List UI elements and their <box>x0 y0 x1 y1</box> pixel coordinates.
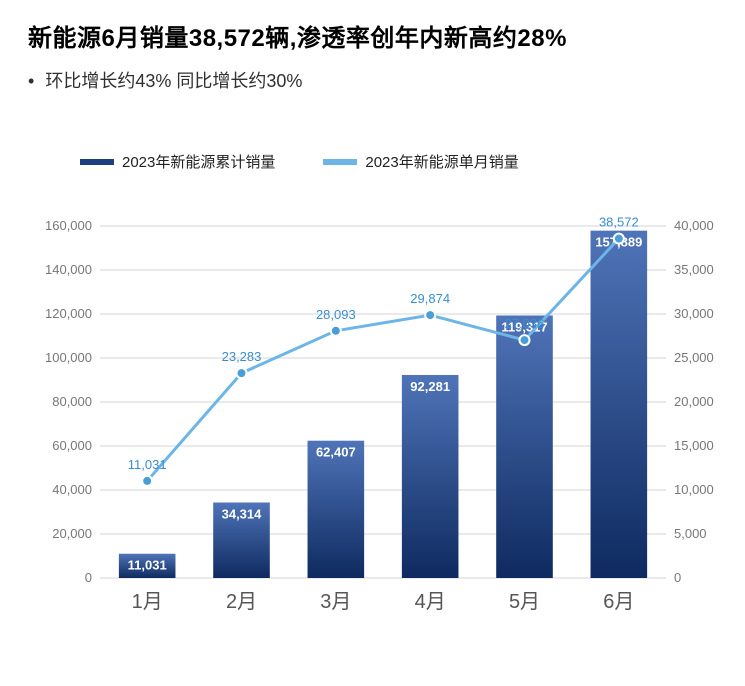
bar <box>496 316 553 578</box>
line-label: 27,036 <box>505 316 545 331</box>
subtitle-row: • 环比增长约43% 同比增长约30% <box>28 67 717 93</box>
chart-svg: 0 20,000 40,000 60,000 80,000 100,000 120,000 1… <box>28 196 728 626</box>
line-dot <box>331 326 341 336</box>
y-left-tick: 60,000 <box>52 438 92 453</box>
y-right-tick: 0 <box>674 570 681 585</box>
line-dot <box>237 368 247 378</box>
bar <box>591 231 648 578</box>
line-dot <box>425 310 435 320</box>
line-label: 11,031 <box>128 457 167 472</box>
legend-label-monthly: 2023年新能源单月销量 <box>365 151 518 172</box>
legend-label-cumulative: 2023年新能源累计销量 <box>122 151 275 172</box>
y-right-tick: 25,000 <box>674 350 714 365</box>
x-tick: 6月 <box>603 591 634 613</box>
y-left-tick: 0 <box>85 570 92 585</box>
y-right-tick: 5,000 <box>674 526 707 541</box>
subtitle-text: 环比增长约43% 同比增长约30% <box>45 71 302 91</box>
y-left-tick: 120,000 <box>45 306 92 321</box>
y-left-tick: 40,000 <box>52 482 92 497</box>
y-right-tick: 15,000 <box>674 438 714 453</box>
bar-label: 92,281 <box>410 379 450 394</box>
y-left-tick: 160,000 <box>45 218 92 233</box>
bar <box>308 441 365 578</box>
y-right-tick: 40,000 <box>674 218 714 233</box>
page-title: 新能源6月销量38,572辆,渗透率创年内新高约28% <box>28 18 717 53</box>
bar-label: 62,407 <box>316 445 356 460</box>
bar-label: 34,314 <box>222 507 263 522</box>
legend: 2023年新能源累计销量 2023年新能源单月销量 <box>80 151 717 172</box>
chart: 0 20,000 40,000 60,000 80,000 100,000 120,000 1… <box>28 196 717 626</box>
line-dot <box>520 335 530 345</box>
legend-item-cumulative: 2023年新能源累计销量 <box>80 151 275 172</box>
line-label: 28,093 <box>316 307 356 322</box>
bar <box>402 375 459 578</box>
legend-item-monthly: 2023年新能源单月销量 <box>323 151 518 172</box>
y-right-tick: 30,000 <box>674 306 714 321</box>
x-tick: 5月 <box>509 591 540 613</box>
legend-swatch-cumulative <box>80 159 114 165</box>
line-dot <box>142 476 152 486</box>
x-tick: 2月 <box>226 591 257 613</box>
line-dot <box>614 234 624 244</box>
y-left-tick: 140,000 <box>45 262 92 277</box>
line-label: 38,572 <box>599 215 639 230</box>
x-tick: 3月 <box>320 591 351 613</box>
line-label: 29,874 <box>410 291 450 306</box>
x-tick: 4月 <box>415 591 446 613</box>
bar-label: 11,031 <box>128 558 167 573</box>
x-tick: 1月 <box>132 591 163 613</box>
bullet-icon: • <box>28 71 34 91</box>
y-left-tick: 20,000 <box>52 526 92 541</box>
y-right-tick: 10,000 <box>674 482 714 497</box>
line-label: 23,283 <box>222 349 262 364</box>
y-left-tick: 80,000 <box>52 394 92 409</box>
y-right-tick: 20,000 <box>674 394 714 409</box>
legend-swatch-monthly <box>323 159 357 165</box>
y-left-tick: 100,000 <box>45 350 92 365</box>
y-right-tick: 35,000 <box>674 262 714 277</box>
